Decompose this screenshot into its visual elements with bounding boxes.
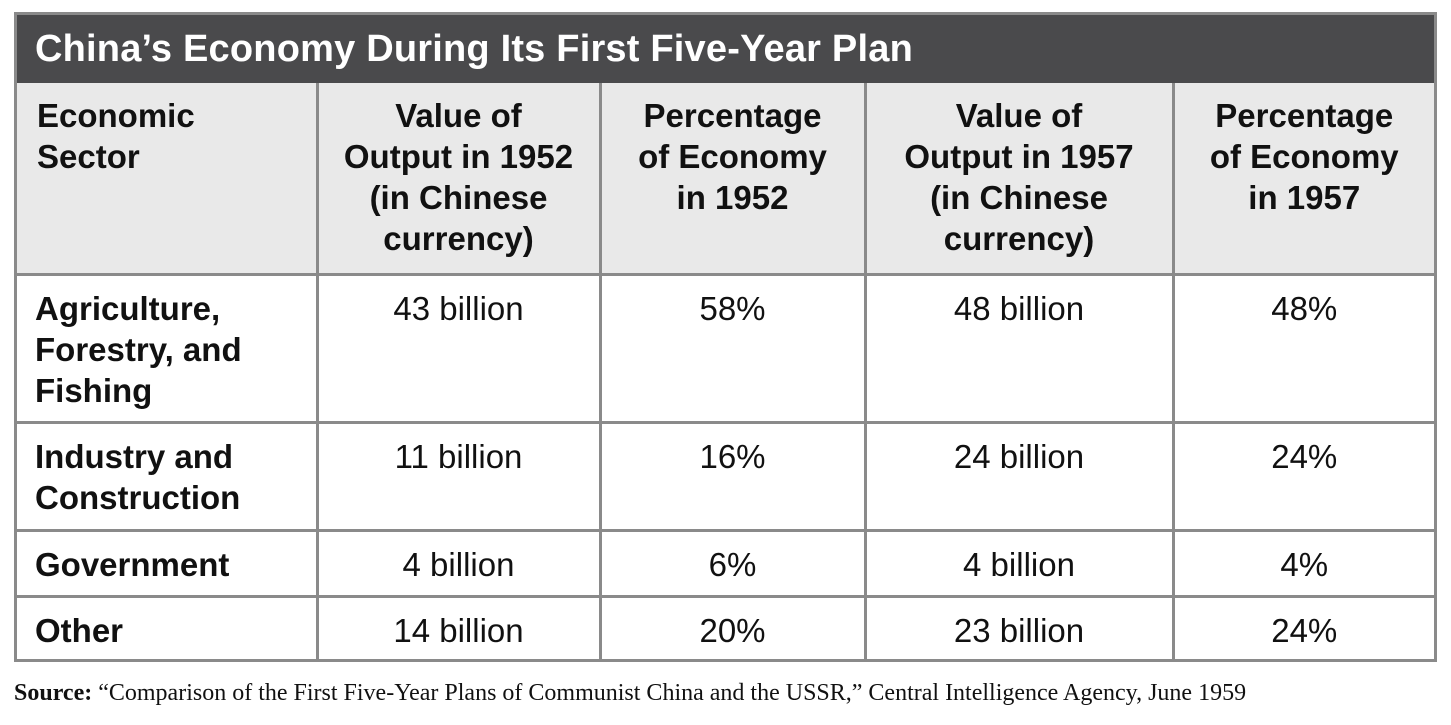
header-line: Sector <box>37 138 140 175</box>
header-line: Value of <box>395 97 522 134</box>
table-row: Agriculture, Forestry, and Fishing 43 bi… <box>17 272 1434 424</box>
output-1957-cell: 48 billion <box>863 272 1175 424</box>
header-line: (in Chinese <box>930 179 1108 216</box>
economy-table: Economic Sector Value of Output in 1952 … <box>17 83 1434 662</box>
table-row: Industry and Construction 11 billion 16%… <box>17 420 1434 532</box>
source-text: “Comparison of the First Five-Year Plans… <box>92 680 1247 706</box>
header-percentage-1952: Percentage of Economy in 1952 <box>598 83 867 276</box>
percentage-1957-cell: 4% <box>1171 528 1434 598</box>
header-row: Economic Sector Value of Output in 1952 … <box>17 83 1434 276</box>
table-row: Other 14 billion 20% 23 billion 24% <box>17 594 1434 662</box>
sector-line: Other <box>35 611 124 649</box>
source-label: Source: <box>14 680 93 706</box>
output-1957-cell: 24 billion <box>863 420 1175 532</box>
percentage-1952-cell: 58% <box>598 272 867 424</box>
header-line: currency) <box>943 220 1095 257</box>
sector-cell: Government <box>17 528 319 598</box>
sector-line: Construction <box>35 478 241 516</box>
percentage-1957-cell: 48% <box>1171 272 1434 424</box>
header-line: in 1952 <box>676 179 789 216</box>
sector-cell: Agriculture, Forestry, and Fishing <box>17 272 319 424</box>
economy-table-frame: China’s Economy During Its First Five-Ye… <box>14 12 1437 662</box>
header-line: Economic <box>37 97 195 134</box>
sector-cell: Industry and Construction <box>17 420 319 532</box>
percentage-1957-cell: 24% <box>1171 594 1434 662</box>
table-row: Government 4 billion 6% 4 billion 4% <box>17 528 1434 598</box>
sector-line: Government <box>35 545 230 583</box>
header-line: of Economy <box>638 138 827 175</box>
header-line: currency) <box>383 220 534 257</box>
header-output-1957: Value of Output in 1957 (in Chinese curr… <box>863 83 1175 276</box>
sector-cell: Other <box>17 594 319 662</box>
sector-line: Agriculture, <box>35 289 221 327</box>
source-citation: Source: “Comparison of the First Five-Ye… <box>14 678 1437 708</box>
sector-line: Industry and <box>35 437 234 475</box>
sector-line: Forestry, and <box>35 330 242 368</box>
header-percentage-1957: Percentage of Economy in 1957 <box>1171 83 1434 276</box>
header-output-1952: Value of Output in 1952 (in Chinese curr… <box>315 83 602 276</box>
header-line: Value of <box>955 97 1083 134</box>
output-1952-cell: 11 billion <box>315 420 602 532</box>
output-1952-cell: 14 billion <box>315 594 602 662</box>
header-line: in 1957 <box>1248 179 1361 216</box>
sector-line: Fishing <box>35 371 153 409</box>
header-line: of Economy <box>1209 138 1399 175</box>
output-1957-cell: 4 billion <box>863 528 1175 598</box>
header-line: Output in 1952 <box>343 138 574 175</box>
header-line: Output in 1957 <box>904 138 1134 175</box>
percentage-1952-cell: 16% <box>598 420 867 532</box>
output-1957-cell: 23 billion <box>863 594 1175 662</box>
header-line: (in Chinese <box>369 179 548 216</box>
header-economic-sector: Economic Sector <box>17 83 319 276</box>
percentage-1952-cell: 20% <box>598 594 867 662</box>
output-1952-cell: 43 billion <box>315 272 602 424</box>
output-1952-cell: 4 billion <box>315 528 602 598</box>
percentage-1952-cell: 6% <box>598 528 867 598</box>
header-line: Percentage <box>1215 97 1394 134</box>
header-line: Percentage <box>643 97 822 134</box>
table-title: China’s Economy During Its First Five-Ye… <box>17 15 1434 83</box>
percentage-1957-cell: 24% <box>1171 420 1434 532</box>
